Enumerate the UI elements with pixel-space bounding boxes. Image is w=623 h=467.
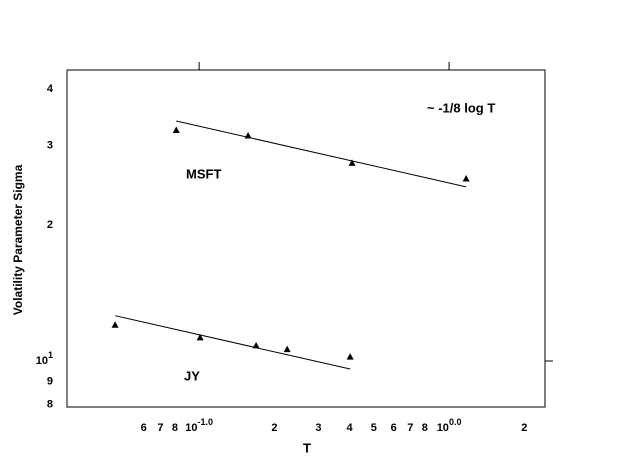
x-tick-label-base: 8 bbox=[172, 422, 178, 434]
plot-frame bbox=[66, 69, 546, 408]
x-tick-label-base: 10 bbox=[185, 422, 197, 434]
x-tick-label-base: 6 bbox=[391, 422, 397, 434]
x-tick-label: 8 bbox=[172, 422, 178, 434]
x-tick-label: 3 bbox=[315, 422, 321, 434]
y-tick-label-base: 10 bbox=[36, 355, 48, 367]
x-tick-label-base: 5 bbox=[371, 422, 377, 434]
x-tick-label: 100.0 bbox=[437, 417, 462, 434]
data-point bbox=[348, 159, 356, 166]
x-tick-label: 7 bbox=[157, 422, 163, 434]
x-tick-label-base: 7 bbox=[407, 422, 413, 434]
x-tick-label-base: 2 bbox=[271, 422, 277, 434]
x-tick-label-exponent: 0.0 bbox=[449, 417, 462, 427]
y-axis-title: Volatility Parameter Sigma bbox=[11, 164, 25, 315]
data-point bbox=[462, 174, 470, 182]
x-tick-label: 4 bbox=[347, 422, 354, 434]
x-tick-label-exponent: -1.0 bbox=[198, 417, 214, 427]
data-point bbox=[283, 345, 291, 353]
x-axis-title: T bbox=[303, 440, 311, 455]
x-tick-label: 10-1.0 bbox=[185, 417, 213, 434]
y-tick-label: 9 bbox=[47, 376, 53, 388]
data-point bbox=[346, 353, 354, 360]
data-point bbox=[172, 126, 180, 133]
x-tick-label-base: 7 bbox=[157, 422, 163, 434]
x-tick-label: 2 bbox=[521, 422, 527, 434]
y-tick-label: 4 bbox=[47, 83, 54, 95]
x-tick-label-base: 3 bbox=[315, 422, 321, 434]
x-tick-label: 6 bbox=[391, 422, 397, 434]
series-label: JY bbox=[184, 368, 200, 383]
y-tick-label-exponent: 1 bbox=[48, 350, 53, 360]
x-tick-label-base: 6 bbox=[141, 422, 147, 434]
series-label: MSFT bbox=[186, 166, 221, 181]
y-tick-label: 8 bbox=[47, 399, 53, 411]
x-tick-label: 8 bbox=[422, 422, 428, 434]
x-tick-label-base: 4 bbox=[347, 422, 354, 434]
x-tick-label: 6 bbox=[141, 422, 147, 434]
y-tick-label-base: 3 bbox=[47, 139, 53, 151]
data-point bbox=[111, 321, 119, 328]
x-tick-label: 2 bbox=[271, 422, 277, 434]
y-tick-label-base: 4 bbox=[47, 83, 54, 95]
fit-line bbox=[176, 120, 467, 188]
x-tick-label: 7 bbox=[407, 422, 413, 434]
y-tick-label: 101 bbox=[36, 350, 53, 367]
y-tick-label: 3 bbox=[47, 139, 53, 151]
x-tick-label-base: 10 bbox=[437, 422, 449, 434]
y-tick-label-base: 2 bbox=[47, 219, 53, 231]
x-tick-label-base: 2 bbox=[521, 422, 527, 434]
annotation: ~ -1/8 log T bbox=[427, 100, 495, 115]
data-point bbox=[252, 341, 260, 349]
fit-line bbox=[114, 315, 351, 370]
x-tick-label: 5 bbox=[371, 422, 377, 434]
data-point bbox=[196, 333, 204, 341]
data-point bbox=[244, 131, 252, 139]
x-tick-label-base: 8 bbox=[422, 422, 428, 434]
y-tick-label: 2 bbox=[47, 219, 53, 231]
